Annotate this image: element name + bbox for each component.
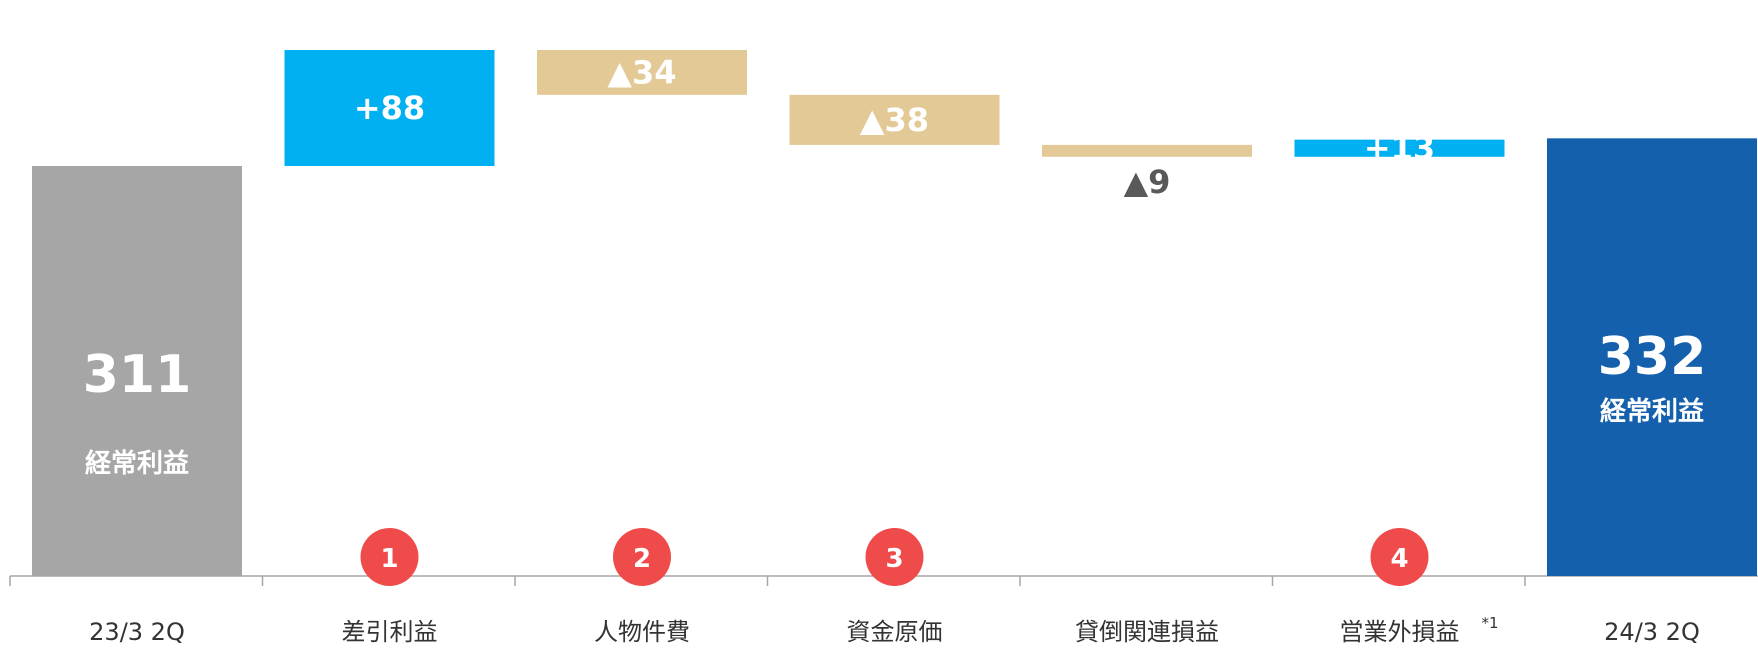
bar-value-label: ▲9 xyxy=(1124,163,1171,201)
badge-number: 2 xyxy=(633,544,651,574)
badge-circle xyxy=(613,528,671,586)
category-label: 差引利益 xyxy=(342,618,438,646)
badge-number: 3 xyxy=(885,544,903,574)
bar-sublabel: 経常利益 xyxy=(1600,396,1704,427)
bar-value-label: ▲38 xyxy=(860,101,929,139)
category-label: 24/3 2Q xyxy=(1604,618,1700,646)
bar-4 xyxy=(789,94,1000,145)
badge-circle xyxy=(1370,528,1429,586)
bar-7 xyxy=(1547,138,1757,576)
category-label: 貸倒関連損益 xyxy=(1075,618,1219,646)
category-label: 資金原価 xyxy=(847,618,943,646)
category-label: 23/3 2Q xyxy=(89,618,185,646)
bar-value-label: +88 xyxy=(354,89,425,127)
bar-value-label: 332 xyxy=(1598,327,1707,387)
bar-5 xyxy=(1042,144,1252,157)
bar-2 xyxy=(284,49,495,167)
bar-value-label: ▲34 xyxy=(607,53,676,91)
footnote-mark: *1 xyxy=(1482,614,1499,632)
bar-sublabel: 経常利益 xyxy=(85,448,189,479)
bar-6 xyxy=(1294,139,1505,157)
badge-number: 4 xyxy=(1390,544,1408,574)
bar-value-label: 311 xyxy=(83,345,192,405)
badge-circle xyxy=(360,528,419,586)
bar-value-label: +13 xyxy=(1364,129,1435,167)
category-label: 営業外損益 xyxy=(1340,618,1460,646)
category-label: 人物件費 xyxy=(594,618,690,646)
bar-3 xyxy=(537,49,747,95)
badge-circle xyxy=(865,528,924,586)
badge-number: 1 xyxy=(380,544,398,574)
bar-1 xyxy=(32,166,242,576)
